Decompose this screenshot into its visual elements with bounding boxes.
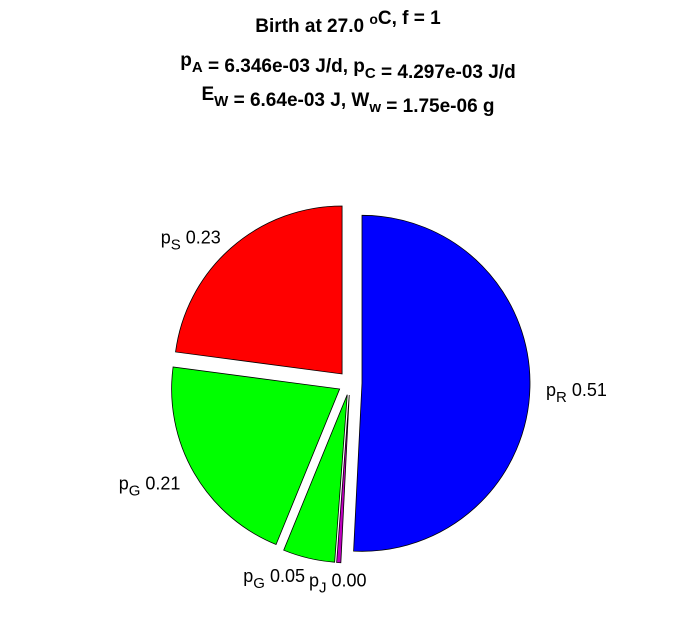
title-part: C, f = 1 xyxy=(378,8,441,29)
slice-label: pS 0.23 xyxy=(161,228,221,254)
slice-label: pR 0.51 xyxy=(546,380,607,406)
value-label: 0.23 xyxy=(186,228,221,248)
pie-slice xyxy=(336,394,350,564)
slice-label: pG 0.05 xyxy=(243,566,305,592)
label-sub: J xyxy=(319,580,327,597)
label-base: p xyxy=(161,228,171,248)
title-part: = 4.297e-03 J/d xyxy=(376,62,516,83)
title-part: p xyxy=(180,50,192,71)
label-sub: S xyxy=(171,237,181,254)
pie-slice xyxy=(283,394,348,563)
title-part: E xyxy=(201,84,214,105)
title-part: A xyxy=(192,59,203,76)
slice-label: pG 0.21 xyxy=(119,473,181,499)
title-part: W xyxy=(214,93,229,110)
label-base: p xyxy=(309,571,319,591)
title-part: o xyxy=(369,11,378,27)
value-label: 0.05 xyxy=(270,566,305,586)
value-label: 0.21 xyxy=(145,473,180,493)
title-part: = 1.75e-06 g xyxy=(381,96,495,117)
slice-label: pJ 0.00 xyxy=(309,571,367,597)
label-base: p xyxy=(119,473,129,493)
title-line: EW = 6.64e-03 J, Ww = 1.75e-06 g xyxy=(201,84,494,117)
label-sub: G xyxy=(129,482,141,499)
title-part: C xyxy=(365,65,376,82)
title-part: = 6.346e-03 J/d, p xyxy=(203,56,365,77)
pie-slice xyxy=(175,205,343,375)
title-part: Birth at 27.0 xyxy=(255,16,369,37)
value-label: 0.51 xyxy=(572,380,607,400)
label-base: p xyxy=(243,566,253,586)
pie-slice xyxy=(171,366,341,546)
title-line: pA = 6.346e-03 J/d, pC = 4.297e-03 J/d xyxy=(180,50,515,83)
value-label: 0.00 xyxy=(331,571,366,591)
label-sub: G xyxy=(253,575,265,592)
title-part: w xyxy=(368,99,381,116)
title-part: = 6.64e-03 J, W xyxy=(228,90,369,111)
title-line: Birth at 27.0 oC, f = 1 xyxy=(255,8,441,37)
pie-slice xyxy=(353,214,531,552)
label-sub: R xyxy=(556,389,567,406)
label-base: p xyxy=(546,380,556,400)
